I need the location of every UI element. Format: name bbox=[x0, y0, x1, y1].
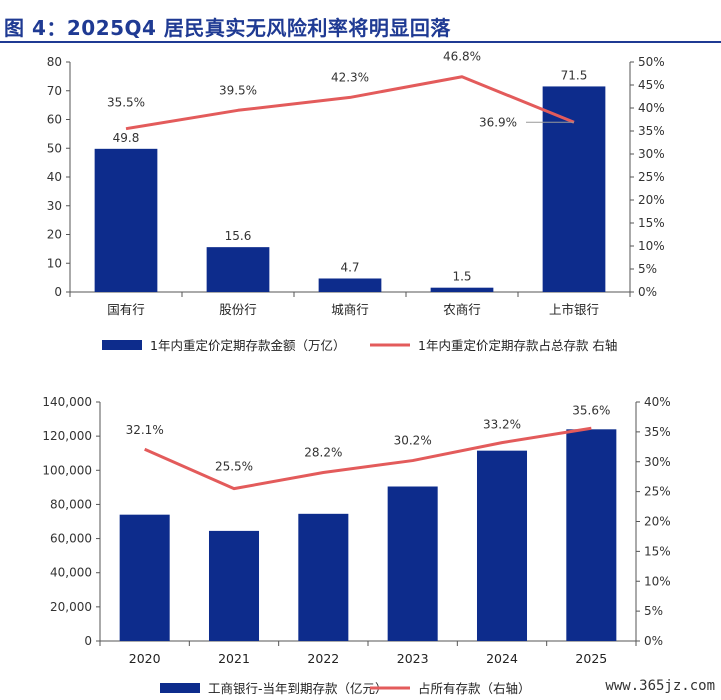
x-tick-label: 2022 bbox=[307, 651, 339, 666]
right-tick-label: 15% bbox=[644, 544, 671, 558]
left-tick-label: 30 bbox=[47, 199, 62, 213]
legend-bar-swatch bbox=[160, 683, 200, 693]
x-tick-label: 城商行 bbox=[331, 302, 369, 317]
right-tick-label: 30% bbox=[638, 147, 665, 161]
bar bbox=[298, 513, 349, 641]
right-tick-label: 50% bbox=[638, 55, 665, 69]
left-tick-label: 80,000 bbox=[50, 497, 92, 511]
left-tick-label: 10 bbox=[47, 256, 62, 270]
line-data-label: 28.2% bbox=[304, 446, 342, 460]
left-tick-label: 80 bbox=[47, 55, 62, 69]
right-tick-label: 15% bbox=[638, 216, 665, 230]
right-tick-label: 10% bbox=[644, 574, 671, 588]
bar bbox=[119, 514, 170, 641]
line-data-label: 25.5% bbox=[215, 460, 253, 474]
line-data-label: 46.8% bbox=[443, 50, 481, 64]
left-tick-label: 40 bbox=[47, 170, 62, 184]
left-tick-label: 0 bbox=[84, 634, 92, 648]
legend-bar-swatch bbox=[102, 340, 142, 350]
x-tick-label: 2024 bbox=[486, 651, 518, 666]
left-tick-label: 0 bbox=[54, 285, 62, 299]
chart-deposits-by-bank-type: 0 10 20 30 40 50 60 70 80 0% 5% 10% 15% 20% 25% 30% 35% 4… bbox=[47, 50, 665, 353]
right-tick-label: 25% bbox=[644, 485, 671, 499]
bar-data-label: 4.7 bbox=[340, 260, 359, 274]
line-data-label: 36.9% bbox=[479, 115, 517, 129]
line-series bbox=[125, 75, 575, 131]
right-tick-label: 30% bbox=[644, 455, 671, 469]
right-tick-label: 40% bbox=[644, 395, 671, 409]
bar bbox=[318, 278, 382, 292]
line-data-label: 32.1% bbox=[126, 423, 164, 437]
right-tick-label: 25% bbox=[638, 170, 665, 184]
bar-data-label: 49.8 bbox=[113, 131, 140, 145]
right-tick-label: 20% bbox=[644, 515, 671, 529]
bar bbox=[542, 86, 606, 292]
bar bbox=[430, 287, 494, 292]
line-data-label: 35.6% bbox=[572, 403, 610, 417]
right-tick-label: 35% bbox=[644, 425, 671, 439]
legend-bar-label: 1年内重定价定期存款金额（万亿） bbox=[150, 338, 345, 353]
right-tick-label: 35% bbox=[638, 124, 665, 138]
bar-data-label: 71.5 bbox=[561, 68, 588, 82]
left-tick-label: 70 bbox=[47, 84, 62, 98]
x-tick-label: 上市银行 bbox=[549, 302, 599, 317]
line-data-label: 39.5% bbox=[219, 83, 257, 97]
line-data-label: 35.5% bbox=[107, 96, 145, 110]
left-tick-label: 20,000 bbox=[50, 600, 92, 614]
line-data-label: 30.2% bbox=[394, 434, 432, 448]
left-tick-label: 60,000 bbox=[50, 532, 92, 546]
bar bbox=[387, 486, 438, 641]
right-tick-label: 10% bbox=[638, 239, 665, 253]
x-tick-label: 2021 bbox=[218, 651, 250, 666]
x-tick-label: 2023 bbox=[397, 651, 429, 666]
legend-line-label: 1年内重定价定期存款占总存款 右轴 bbox=[418, 338, 617, 353]
right-tick-label: 0% bbox=[638, 285, 657, 299]
left-tick-label: 100,000 bbox=[42, 463, 92, 477]
x-tick-label: 2025 bbox=[575, 651, 607, 666]
chart-icbc-maturing-deposits: 0 20,000 40,000 60,000 80,000 100,000 120,000 1… bbox=[42, 395, 671, 696]
legend-bar-label: 工商银行-当年到期存款（亿元） bbox=[208, 681, 388, 696]
figure-title: 图 4：2025Q4 居民真实无风险利率将明显回落 bbox=[4, 16, 451, 40]
bar-data-label: 15.6 bbox=[225, 229, 252, 243]
left-tick-label: 60 bbox=[47, 113, 62, 127]
bar bbox=[94, 148, 158, 292]
line-data-label: 33.2% bbox=[483, 418, 521, 432]
bar-data-label: 1.5 bbox=[452, 270, 471, 284]
x-tick-label: 股份行 bbox=[219, 302, 257, 317]
x-tick-label: 农商行 bbox=[443, 302, 481, 317]
x-tick-label: 国有行 bbox=[107, 302, 145, 317]
right-tick-label: 5% bbox=[638, 262, 657, 276]
left-tick-label: 40,000 bbox=[50, 566, 92, 580]
right-tick-label: 0% bbox=[644, 634, 663, 648]
left-tick-label: 20 bbox=[47, 228, 62, 242]
right-tick-label: 20% bbox=[638, 193, 665, 207]
right-tick-label: 5% bbox=[644, 604, 663, 618]
bar bbox=[206, 247, 270, 292]
bar bbox=[208, 530, 260, 641]
line-data-label: 42.3% bbox=[331, 70, 369, 84]
left-tick-label: 50 bbox=[47, 141, 62, 155]
right-tick-label: 40% bbox=[638, 101, 665, 115]
bar bbox=[476, 450, 528, 641]
right-tick-label: 45% bbox=[638, 78, 665, 92]
left-tick-label: 120,000 bbox=[42, 429, 92, 443]
x-tick-label: 2020 bbox=[129, 651, 161, 666]
title-divider bbox=[0, 41, 721, 43]
bar bbox=[566, 429, 617, 641]
left-tick-label: 140,000 bbox=[42, 395, 92, 409]
watermark: www.365jz.com bbox=[605, 678, 715, 694]
legend-line-label: 占所有存款（右轴） bbox=[418, 681, 531, 696]
line-series bbox=[144, 426, 592, 491]
